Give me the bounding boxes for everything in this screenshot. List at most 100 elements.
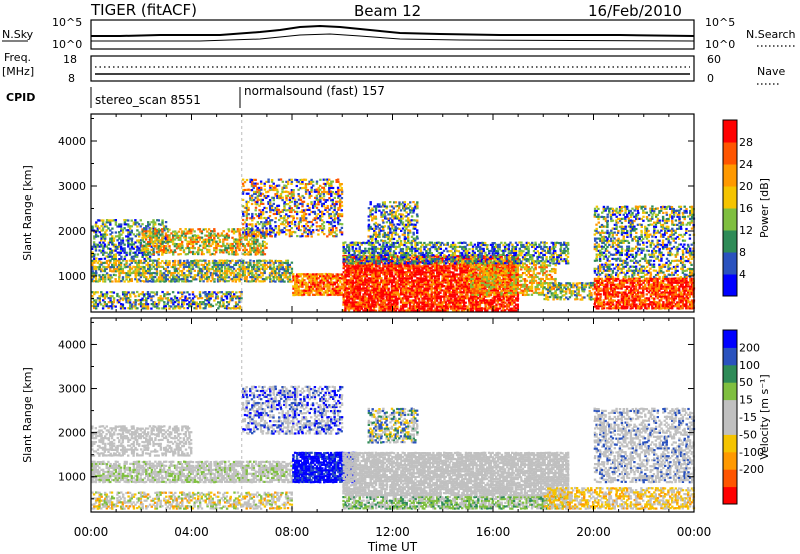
echo-cell (139, 265, 142, 269)
echo-cell (150, 295, 153, 298)
echo-cell (145, 232, 148, 235)
echo-cell (254, 234, 258, 237)
echo-cell (150, 227, 153, 230)
echo-cell (302, 209, 306, 212)
echo-cell (308, 180, 311, 183)
echo-cell (137, 259, 141, 262)
echo-cell (355, 309, 358, 312)
echo-cell (317, 213, 320, 216)
echo-cell (227, 267, 230, 270)
echo-cell (306, 277, 310, 280)
echo-cell (460, 279, 464, 282)
echo-cell (159, 270, 162, 273)
echo-cell (157, 231, 161, 234)
echo-cell (372, 301, 376, 304)
echo-cell (236, 273, 240, 277)
echo-cell (197, 297, 200, 300)
echo-cell (177, 291, 180, 294)
echo-cell (208, 305, 211, 308)
echo-cell (281, 223, 284, 226)
echo-cell (226, 267, 229, 270)
echo-cell (231, 272, 234, 275)
echo-cell (464, 301, 467, 304)
echo-cell (245, 234, 249, 237)
echo-cell (154, 272, 157, 275)
echo-cell (132, 247, 135, 250)
echo-cell (322, 202, 325, 205)
echo-cell (376, 277, 379, 280)
echo-cell (261, 265, 265, 269)
echo-cell (91, 301, 94, 304)
echo-cell (134, 303, 137, 306)
echo-cell (98, 249, 101, 252)
echo-cell (231, 297, 234, 300)
echo-cell (189, 275, 193, 278)
echo-cell (109, 274, 112, 277)
echo-cell (191, 238, 195, 241)
echo-cell (143, 234, 146, 237)
echo-cell (357, 269, 360, 272)
echo-cell (251, 215, 254, 218)
echo-cell (441, 295, 444, 298)
echo-cell (145, 301, 148, 304)
echo-cell (397, 287, 401, 290)
echo-cell (127, 223, 130, 226)
echo-cell (127, 273, 130, 277)
echo-cell (182, 232, 185, 235)
echo-cell (329, 212, 333, 216)
echo-cell (354, 287, 358, 290)
echo-cell (354, 265, 358, 268)
echo-cell (347, 295, 351, 298)
echo-cell (214, 297, 218, 300)
echo-cell (161, 242, 164, 245)
echo-cell (109, 268, 112, 271)
echo-cell (328, 281, 331, 284)
echo-cell (241, 182, 245, 185)
echo-cell (378, 291, 381, 294)
echo-cell (349, 283, 353, 286)
echo-cell (103, 245, 107, 248)
echo-cell (233, 240, 236, 243)
echo-cell (224, 262, 227, 265)
echo-cell (128, 270, 132, 273)
echo-cell (262, 251, 265, 254)
echo-cell (225, 273, 229, 276)
echo-cell (175, 232, 179, 235)
echo-cell (256, 261, 259, 264)
echo-cell (249, 228, 252, 231)
echo-cell (251, 273, 254, 277)
echo-cell (161, 250, 164, 253)
echo-cell (209, 297, 212, 300)
echo-cell (360, 307, 363, 310)
echo-cell (128, 225, 132, 228)
echo-cell (446, 299, 449, 302)
echo-cell (256, 251, 259, 254)
echo-cell (96, 235, 100, 238)
echo-cell (91, 270, 94, 273)
echo-cell (236, 303, 239, 306)
echo-cell (299, 202, 302, 205)
echo-cell (268, 204, 272, 208)
echo-cell (173, 259, 177, 262)
echo-cell (204, 305, 207, 308)
echo-cell (312, 277, 315, 280)
echo-cell (121, 247, 125, 250)
echo-cell (245, 275, 248, 278)
echo-cell (242, 214, 245, 217)
echo-cell (349, 279, 352, 282)
echo-cell (247, 240, 250, 243)
echo-cell (121, 239, 125, 242)
echo-cell (98, 276, 102, 279)
echo-cell (114, 231, 118, 234)
echo-cell (331, 285, 334, 288)
echo-cell (252, 276, 256, 279)
echo-cell (164, 239, 168, 242)
echo-cell (191, 234, 195, 237)
echo-cell (225, 238, 229, 241)
echo-cell (181, 305, 184, 308)
echo-cell (378, 307, 381, 310)
echo-cell (170, 297, 173, 300)
echo-cell (168, 261, 171, 265)
echo-cell (324, 182, 327, 186)
echo-cell (161, 240, 164, 243)
